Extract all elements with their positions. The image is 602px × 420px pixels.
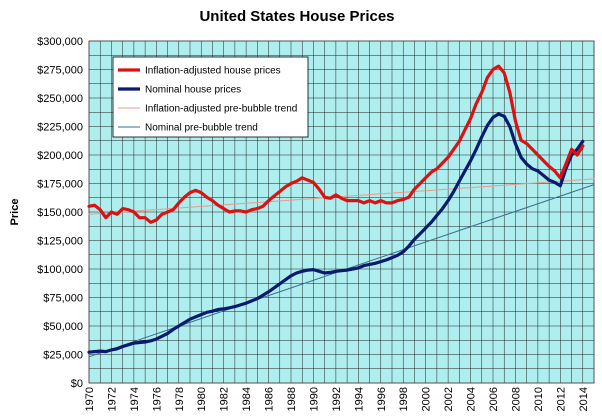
y-tick-label: $125,000 (37, 236, 83, 248)
x-tick-label: 1988 (286, 387, 298, 411)
x-tick-label: 2010 (533, 387, 545, 411)
x-tick-label: 2008 (510, 387, 522, 411)
legend-box (112, 56, 309, 138)
x-tick-label: 1978 (174, 387, 186, 411)
series-line-0 (87, 64, 585, 224)
x-tick-label: 1972 (106, 387, 118, 411)
x-tick-label: 1986 (264, 387, 276, 411)
legend: Inflation-adjusted house prices Nominal h… (112, 56, 309, 138)
x-tick-label: 1990 (308, 387, 320, 411)
x-tick-label: 2002 (443, 387, 455, 411)
x-tick-label: 2012 (555, 387, 567, 411)
y-tick-label: $50,000 (43, 321, 83, 333)
y-tick-label: $275,000 (37, 65, 83, 77)
y-tick-label: $250,000 (37, 93, 83, 105)
x-tick-label: 1976 (151, 387, 163, 411)
x-tick-label: 1974 (129, 387, 141, 411)
x-tick-label: 1996 (376, 387, 388, 411)
y-tick-label: $25,000 (43, 350, 83, 362)
legend-label: Nominal house prices (145, 85, 241, 96)
y-tick-label: $300,000 (37, 36, 83, 48)
legend-label: Inflation-adjusted pre-bubble trend (145, 104, 297, 115)
x-tick-label: 2000 (421, 387, 433, 411)
x-tick-label: 2014 (578, 387, 590, 411)
y-tick-label: $150,000 (37, 207, 83, 219)
x-tick-label: 1994 (353, 387, 365, 411)
series-lines (87, 64, 595, 358)
chart-title: United States House Prices (199, 8, 394, 25)
x-tick-label: 1992 (331, 387, 343, 411)
y-axis-label: Price (9, 199, 21, 226)
x-tick-label: 1984 (241, 387, 253, 411)
x-tick-label: 1970 (84, 387, 96, 411)
series-line-1 (87, 112, 585, 354)
y-tick-label: $75,000 (43, 293, 83, 305)
x-tick-label: 1982 (219, 387, 231, 411)
axis-tick-labels: $0 $25,000 $50,000 $75,000 $100,000 $125,000 $… (37, 36, 590, 411)
legend-label: Nominal pre-bubble trend (145, 123, 258, 134)
x-tick-label: 1980 (196, 387, 208, 411)
x-tick-label: 2004 (466, 387, 478, 411)
x-tick-label: 2006 (488, 387, 500, 411)
legend-label: Inflation-adjusted house prices (145, 66, 281, 77)
y-tick-label: $225,000 (37, 122, 83, 134)
y-tick-label: $175,000 (37, 179, 83, 191)
y-tick-label: $100,000 (37, 264, 83, 276)
y-tick-label: $200,000 (37, 150, 83, 162)
x-tick-label: 1998 (398, 387, 410, 411)
y-tick-label: $0 (71, 378, 83, 390)
